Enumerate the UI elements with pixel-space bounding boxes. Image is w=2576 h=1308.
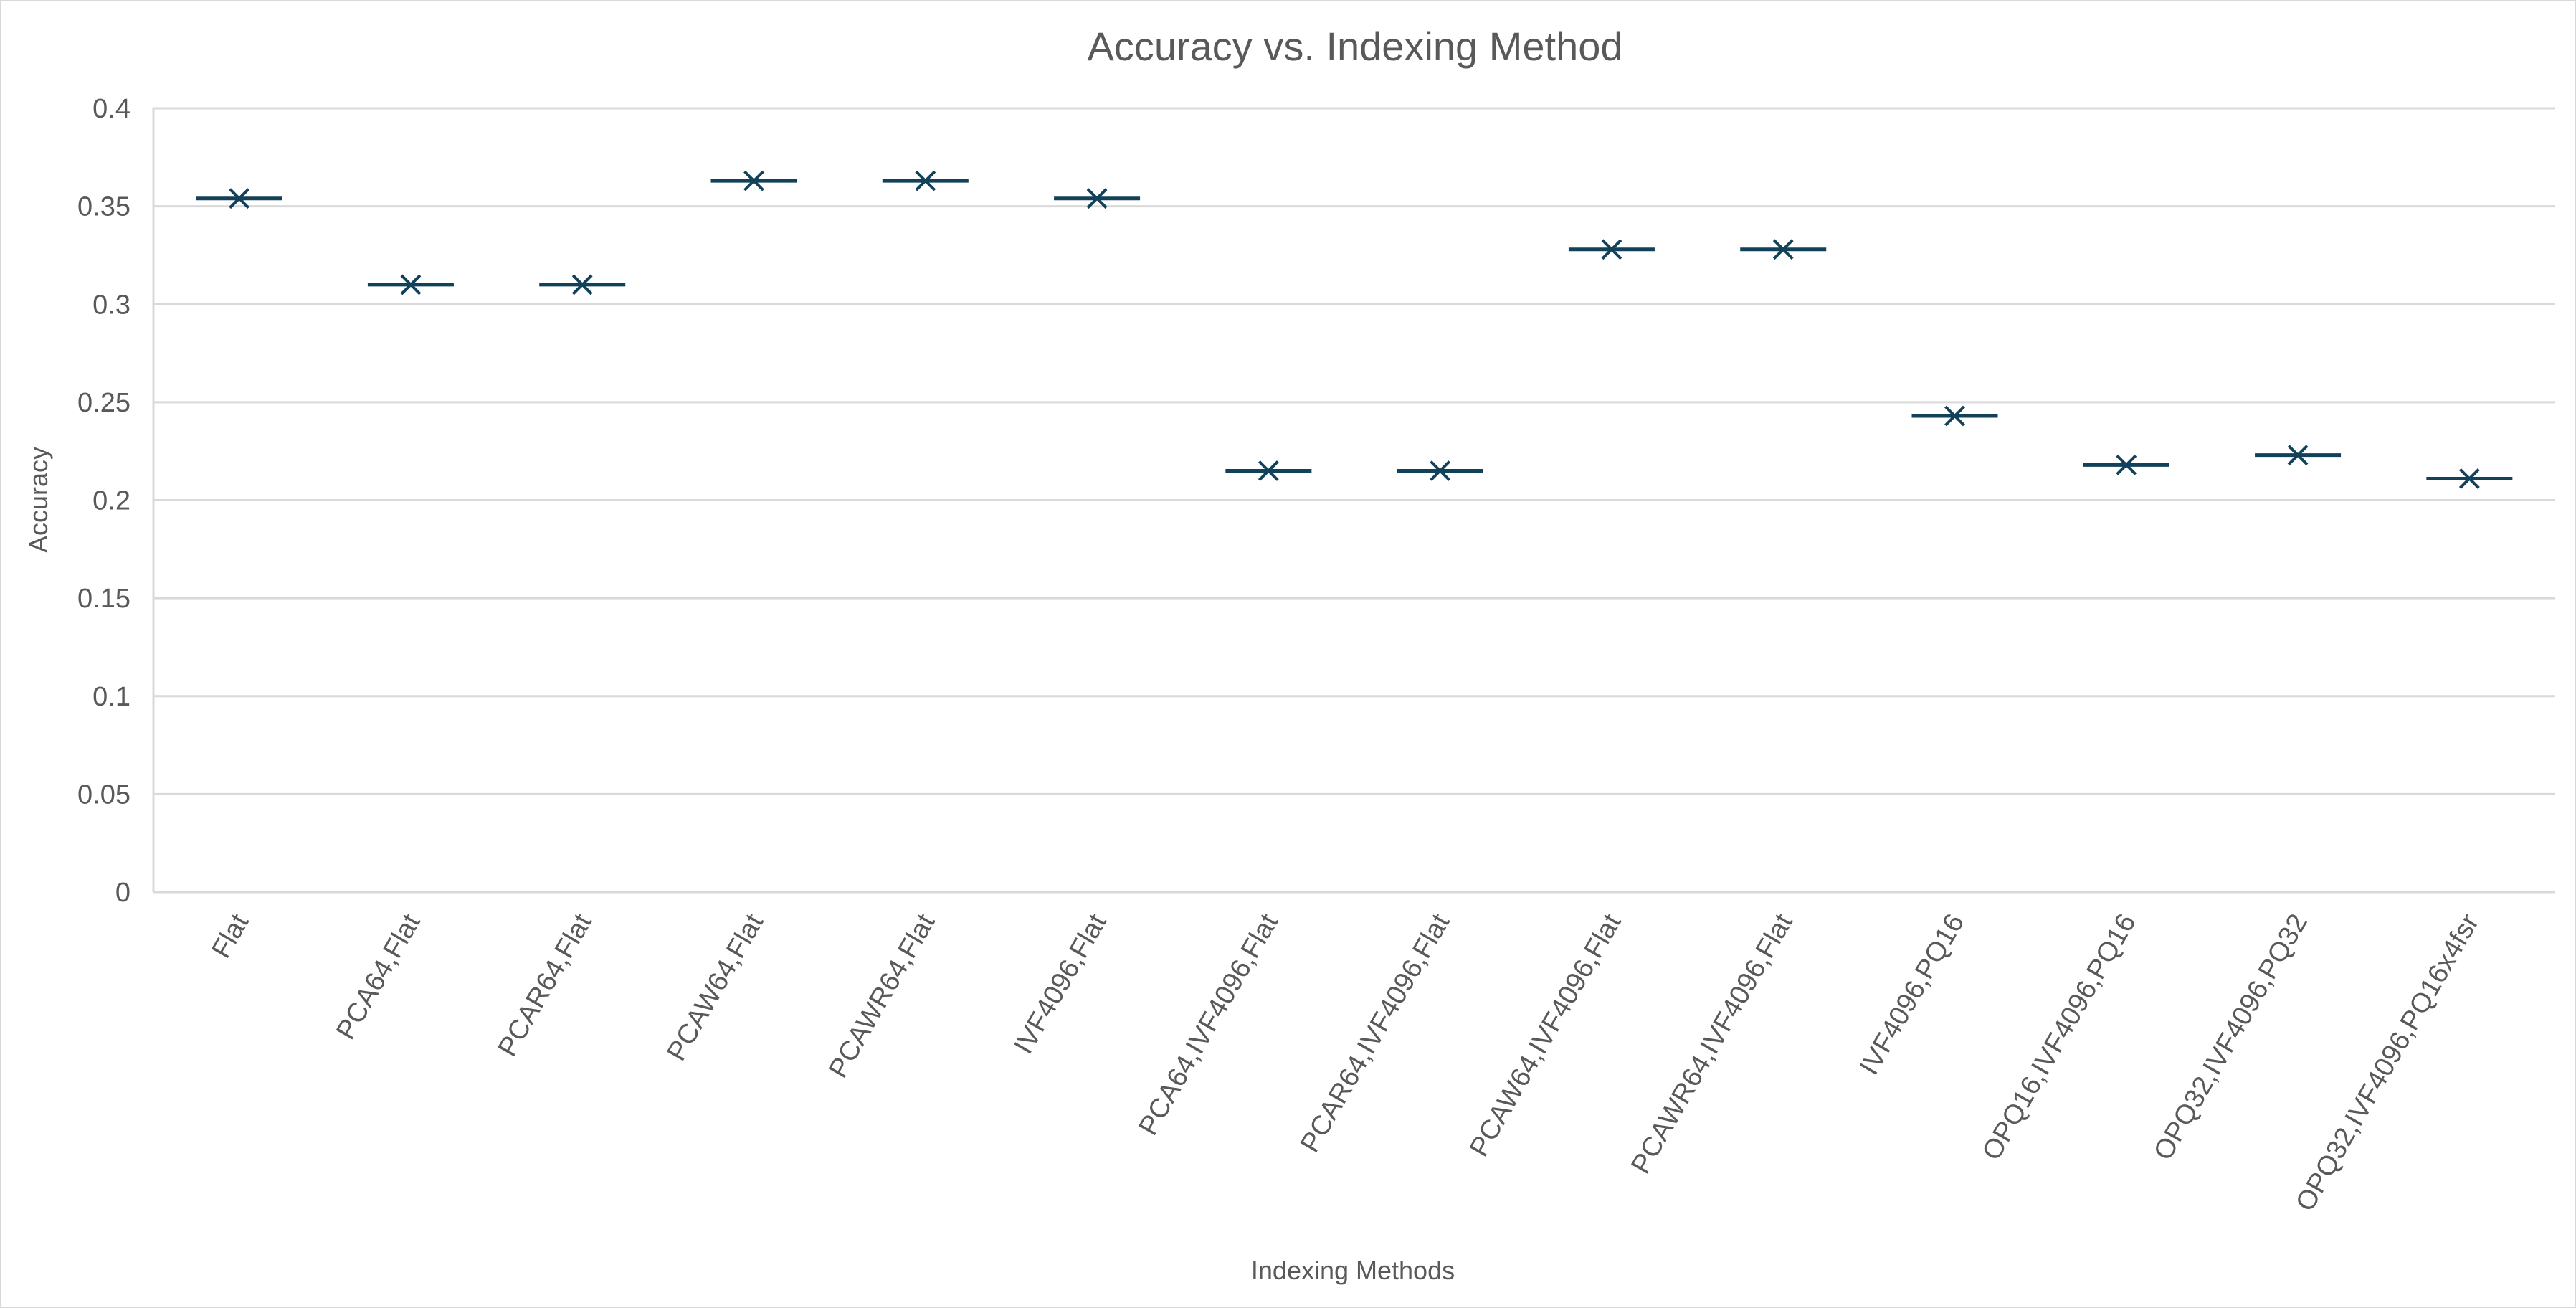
point-x-stroke bbox=[1772, 239, 1794, 260]
point-x-stroke bbox=[400, 274, 422, 295]
x-tick-label: PCAWR64,IVF4096,Flat bbox=[1625, 909, 1799, 1179]
y-tick-label: 0.25 bbox=[77, 388, 130, 418]
gridlines bbox=[152, 107, 2555, 894]
y-tick-label: 0.3 bbox=[92, 290, 130, 320]
point-x-stroke bbox=[571, 274, 593, 295]
point-x-stroke bbox=[2458, 468, 2480, 489]
point-x-stroke bbox=[1601, 239, 1622, 260]
point-x-stroke bbox=[2287, 445, 2309, 466]
y-tick-label: 0.4 bbox=[92, 94, 130, 124]
point-x-stroke bbox=[2116, 454, 2137, 475]
data-point bbox=[1740, 239, 1827, 260]
x-tick-label: Flat bbox=[206, 909, 255, 963]
data-point bbox=[882, 170, 969, 191]
data-point bbox=[1397, 460, 1483, 481]
point-x-stroke bbox=[1086, 188, 1108, 209]
x-tick-label: PCA64,IVF4096,Flat bbox=[1133, 909, 1285, 1140]
x-tick-label: OPQ16,IVF4096,PQ16 bbox=[1977, 909, 2142, 1166]
x-axis-title: Indexing Methods bbox=[1251, 1256, 1455, 1285]
data-point bbox=[1054, 188, 1141, 209]
point-x-stroke bbox=[915, 170, 936, 191]
x-tick-label: OPQ32,IVF4096,PQ16x4fsr bbox=[2290, 909, 2485, 1216]
x-tick-label: IVF4096,PQ16 bbox=[1854, 909, 1970, 1081]
data-point bbox=[2255, 445, 2342, 466]
point-x-stroke bbox=[1944, 405, 1965, 427]
y-tick-label: 0.2 bbox=[92, 486, 130, 516]
data-point bbox=[196, 188, 282, 209]
x-tick-label: PCAR64,Flat bbox=[493, 909, 598, 1061]
y-tick-labels: 0 0.05 0.1 0.15 0.2 0.25 0.3 0.35 0.4 bbox=[77, 94, 130, 908]
y-tick-label: 0.15 bbox=[77, 584, 130, 614]
x-tick-label: PCAW64,IVF4096,Flat bbox=[1464, 909, 1627, 1162]
y-tick-label: 0.05 bbox=[77, 779, 130, 810]
x-tick-label: PCAW64,Flat bbox=[662, 909, 770, 1066]
data-point bbox=[539, 274, 626, 295]
data-point bbox=[2426, 468, 2513, 489]
data-point bbox=[367, 274, 454, 295]
point-x-stroke bbox=[1430, 460, 1451, 481]
data-point bbox=[1225, 460, 1312, 481]
data-point bbox=[1911, 405, 1998, 427]
chart-title: Accuracy vs. Indexing Method bbox=[1087, 24, 1622, 69]
x-tick-labels: Flat PCA64,Flat PCAR64,Flat PCAW64,Flat PCAW… bbox=[206, 909, 2485, 1216]
data-point bbox=[710, 170, 797, 191]
x-tick-label: PCA64,Flat bbox=[331, 909, 427, 1045]
point-x-stroke bbox=[1258, 460, 1279, 481]
x-tick-label: PCAWR64,Flat bbox=[823, 909, 941, 1083]
point-x-stroke bbox=[229, 188, 250, 209]
x-tick-label: OPQ32,IVF4096,PQ32 bbox=[2148, 909, 2314, 1166]
y-tick-label: 0.1 bbox=[92, 682, 130, 712]
x-tick-label: PCAR64,IVF4096,Flat bbox=[1295, 909, 1456, 1157]
y-axis-title: Accuracy bbox=[24, 447, 53, 553]
y-tick-label: 0 bbox=[115, 878, 130, 908]
x-tick-label: IVF4096,Flat bbox=[1009, 909, 1113, 1059]
point-x-stroke bbox=[743, 170, 764, 191]
data-markers bbox=[196, 170, 2513, 489]
data-point bbox=[2083, 454, 2169, 475]
y-tick-label: 0.35 bbox=[77, 192, 130, 222]
data-point bbox=[1568, 239, 1655, 260]
